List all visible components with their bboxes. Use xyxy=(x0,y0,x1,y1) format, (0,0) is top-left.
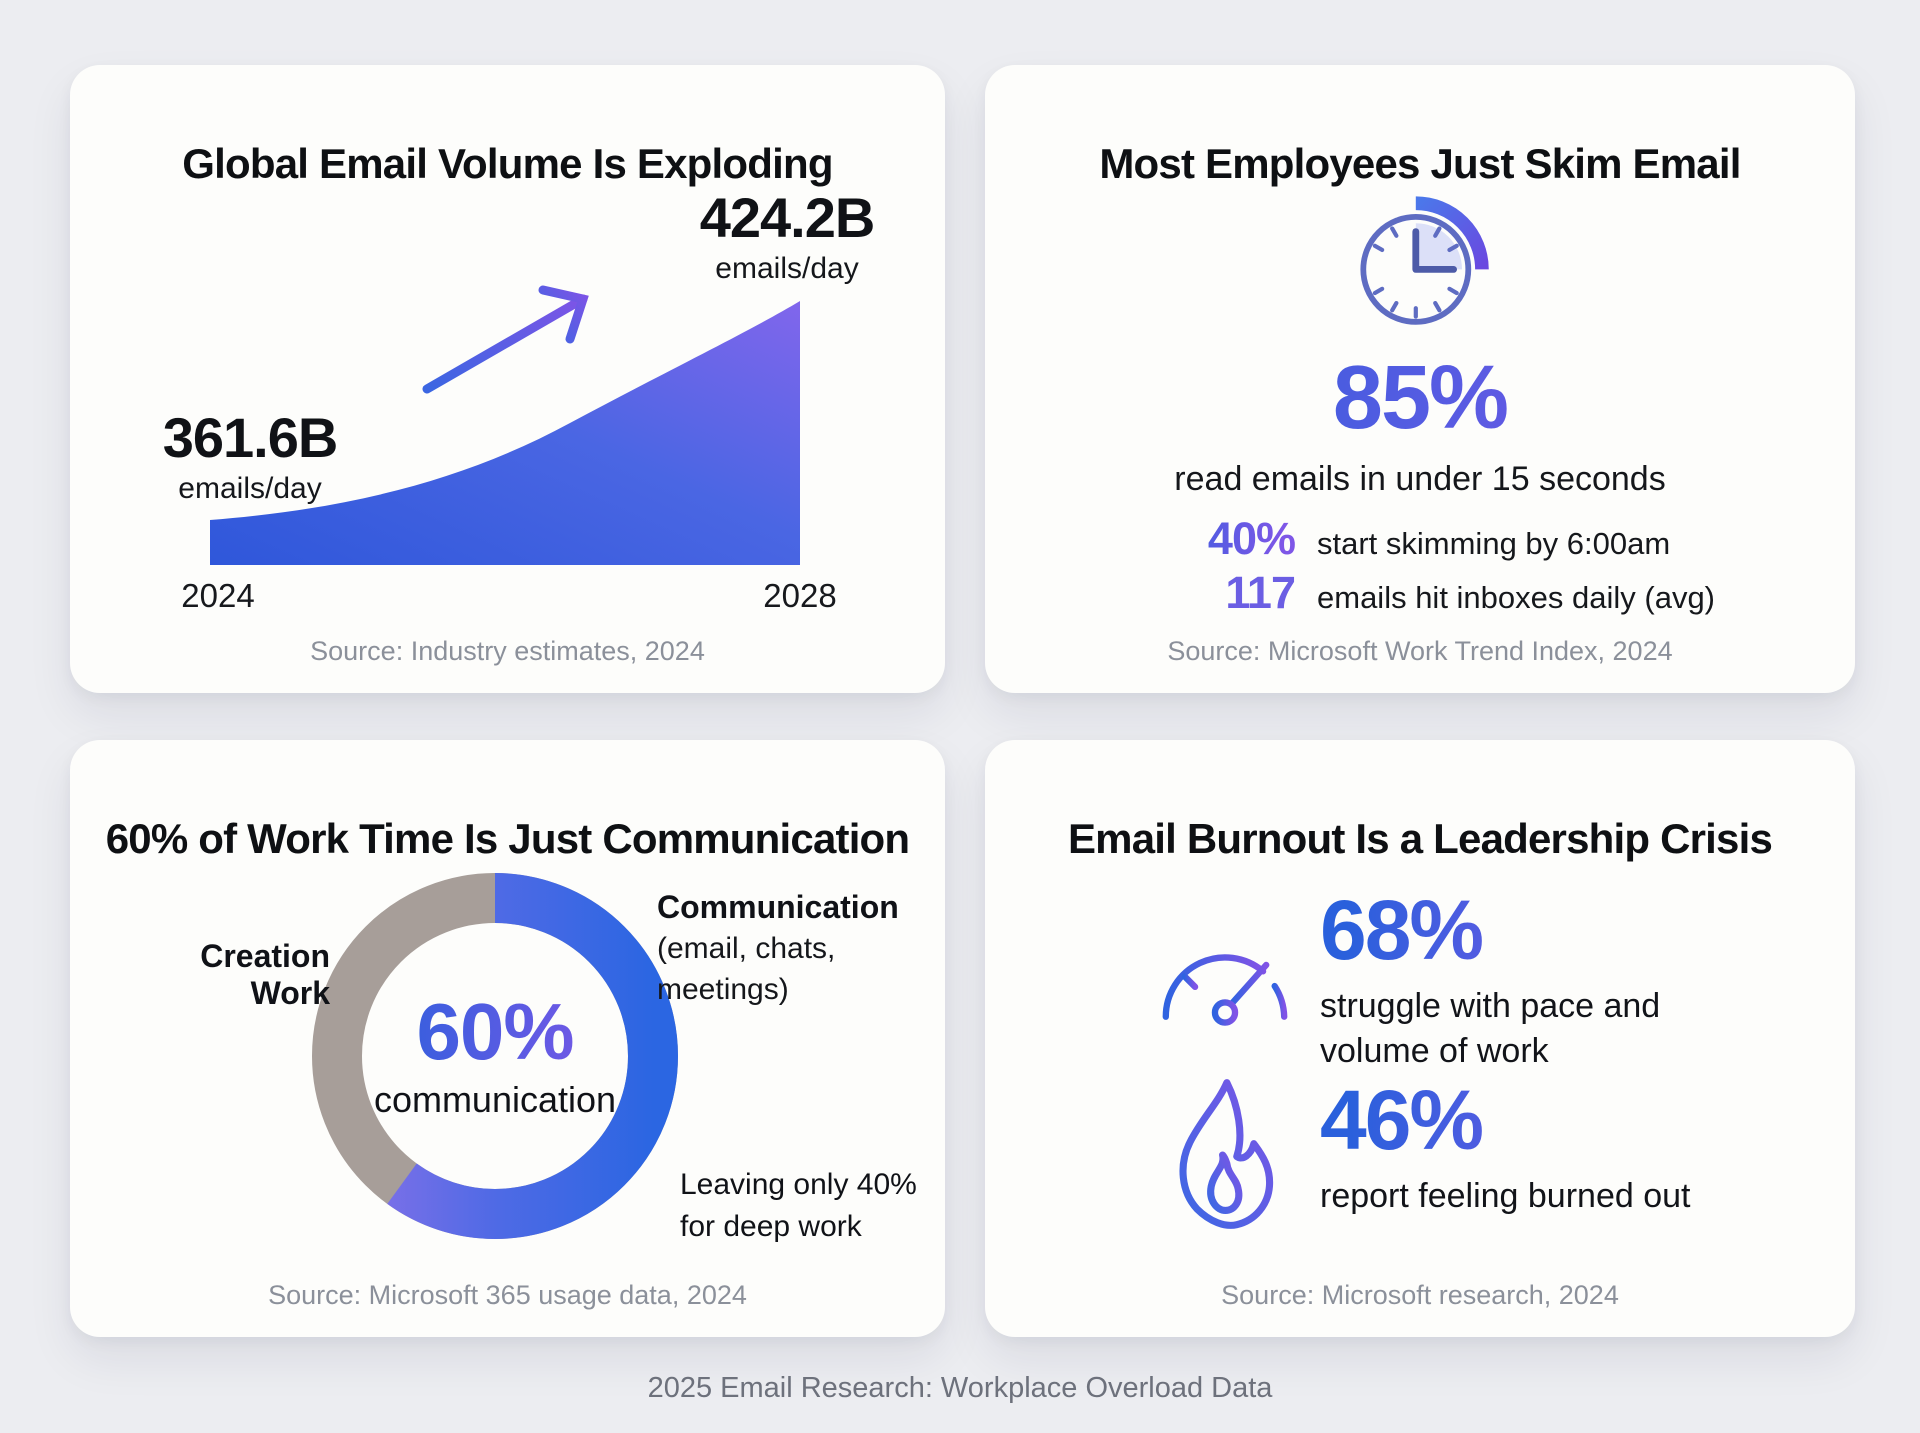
gauge-icon xyxy=(1162,954,1288,1026)
card-skim-email: Most Employees Just Skim Email xyxy=(985,65,1855,693)
source-note: Source: Microsoft research, 2024 xyxy=(1221,1280,1619,1310)
end-unit: emails/day xyxy=(715,252,859,285)
start-value-stat: 361.6B emails/day xyxy=(140,410,360,504)
stat-value: 46% xyxy=(1320,1078,1690,1162)
card-title: 60% of Work Time Is Just Communication xyxy=(105,814,910,862)
stat-label: emails hit inboxes daily (avg) xyxy=(1317,580,1716,615)
page-footer: 2025 Email Research: Workplace Overload … xyxy=(647,1372,1273,1404)
stat-label: report feeling burned out xyxy=(1320,1177,1691,1215)
growth-arrow-icon xyxy=(422,285,589,394)
source-note: Source: Industry estimates, 2024 xyxy=(310,636,705,666)
start-value: 361.6B xyxy=(162,406,339,469)
card-title: Most Employees Just Skim Email xyxy=(1099,139,1741,187)
card-title: Global Email Volume Is Exploding xyxy=(182,139,833,187)
source-note: Source: Microsoft Work Trend Index, 2024 xyxy=(1167,636,1673,666)
stat-value: 40% xyxy=(1125,513,1296,565)
clock-icon xyxy=(1360,196,1489,325)
burnout-stat-feel: 46% report feeling burned out xyxy=(1320,1078,1690,1219)
headline-label: read emails in under 15 seconds xyxy=(1174,460,1666,498)
donut-center-caption: communication xyxy=(373,1079,617,1120)
donut-center-label: 60% communication xyxy=(335,992,655,1118)
card-title: Email Burnout Is a Leadership Crisis xyxy=(1067,814,1773,862)
deep-work-note: Leaving only 40% for deep work xyxy=(680,1164,917,1248)
note-line: Leaving only 40% xyxy=(680,1168,917,1201)
note-line: for deep work xyxy=(680,1210,862,1243)
area-chart xyxy=(210,301,800,565)
card-email-volume: Global Email Volume Is Exploding 424.2B … xyxy=(70,65,945,693)
flame-icon xyxy=(1179,1079,1274,1229)
source-note: Source: Microsoft 365 usage data, 2024 xyxy=(268,1280,747,1310)
segment-label-communication: Communication (email, chats, meetings) xyxy=(657,886,945,1010)
segment-label-creation-work: Creation Work xyxy=(200,938,330,1011)
end-value-stat: 424.2B emails/day xyxy=(672,190,902,284)
card-email-burnout: Email Burnout Is a Leadership Crisis 6 xyxy=(985,740,1855,1337)
donut-chart xyxy=(312,873,678,1239)
burnout-stat-pace: 68% struggle with pace and volume of wor… xyxy=(1320,888,1660,1074)
x-axis-label-end: 2028 xyxy=(763,577,837,614)
headline-value: 85% xyxy=(985,353,1855,443)
stat-row: 117 emails hit inboxes daily (avg) xyxy=(1125,567,1785,619)
donut-segment-communication xyxy=(312,873,678,1239)
x-axis-label-start: 2024 xyxy=(181,577,255,614)
card-communication-time: 60% of Work Time Is Just Communication 6… xyxy=(70,740,945,1337)
stat-value: 117 xyxy=(1225,567,1296,618)
segment-label-title: Communication xyxy=(657,889,899,925)
start-unit: emails/day xyxy=(178,472,322,505)
stat-row: 40% start skimming by 6:00am xyxy=(1125,513,1785,565)
end-value: 424.2B xyxy=(699,186,876,249)
stat-value: 68% xyxy=(1320,888,1660,972)
segment-label-sub: (email, chats, meetings) xyxy=(657,932,836,1006)
stat-label: start skimming by 6:00am xyxy=(1317,526,1671,561)
stat-label: struggle with pace and volume of work xyxy=(1320,987,1661,1070)
donut-center-value: 60% xyxy=(335,992,655,1072)
